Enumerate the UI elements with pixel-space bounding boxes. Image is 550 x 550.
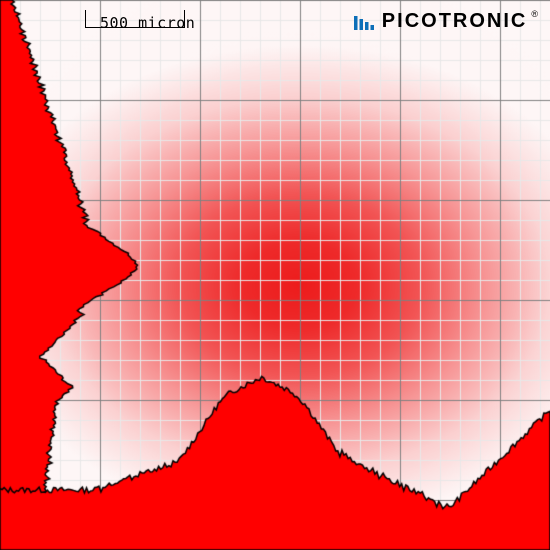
scale-bar-label: 500 micron bbox=[100, 14, 195, 32]
brand-bars-icon bbox=[354, 12, 376, 32]
beam-profile-canvas bbox=[0, 0, 550, 550]
brand-logo: PICOTRONIC ® bbox=[354, 10, 540, 33]
brand-name: PICOTRONIC bbox=[382, 10, 528, 33]
brand-registered: ® bbox=[531, 9, 538, 19]
